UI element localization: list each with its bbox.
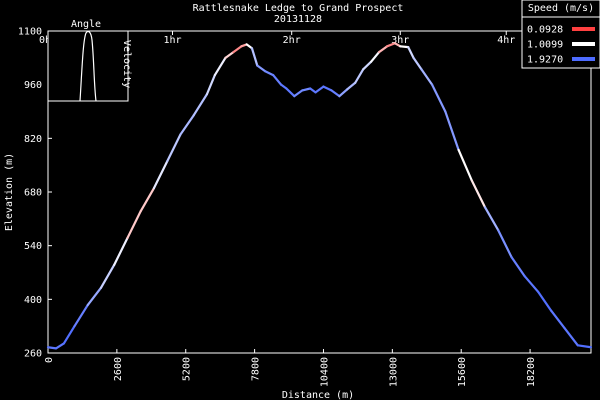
profile-segment (457, 148, 473, 182)
profile-segment (576, 344, 593, 349)
profile-segment (430, 83, 447, 113)
legend-title: Speed (m/s) (528, 3, 594, 14)
profile-segment (483, 206, 500, 232)
profile-segment (354, 68, 365, 84)
profile-segment (338, 88, 349, 98)
x-tick-label: 18200 (526, 357, 537, 387)
profile-segment (224, 50, 235, 59)
profile-segment (314, 85, 325, 94)
time-tick-label: 1hr (163, 35, 181, 46)
profile-segment (510, 256, 526, 278)
legend-frame (521, 0, 600, 69)
profile-segment (264, 70, 275, 77)
y-tick-label: 540 (24, 241, 42, 252)
legend: Speed (m/s) 0.0928 1.0099 1.9270 (521, 0, 600, 69)
profile-segment (322, 85, 333, 92)
time-tick-label: 3hr (391, 35, 409, 46)
profile-segment (54, 342, 65, 350)
time-tick-label: 2hr (283, 35, 301, 46)
y-tick-label: 680 (24, 188, 42, 199)
x-axis-label: Distance (m) (282, 390, 354, 400)
profile-segment (362, 60, 373, 71)
legend-entry-label: 0.0928 (527, 25, 563, 36)
profile-segment (113, 236, 129, 266)
profile-segment (420, 68, 434, 86)
profile-segment (412, 56, 423, 71)
profile-segment (99, 263, 116, 289)
profile-segment (179, 114, 195, 136)
profile-segment (370, 50, 381, 63)
x-tick-label: 0 (44, 357, 55, 363)
x-tick-label: 2600 (113, 357, 124, 381)
y-tick-label: 260 (24, 349, 42, 360)
y-tick-label: 1100 (18, 27, 42, 38)
chart-subtitle: 20131128 (274, 14, 322, 25)
time-tick-label: 4hr (497, 35, 515, 46)
profile-segment (536, 290, 553, 312)
inset-frame (47, 30, 129, 102)
profile-segment (330, 89, 341, 98)
profile-segment (550, 309, 566, 330)
y-tick-label: 400 (24, 295, 42, 306)
x-tick-label: 7800 (251, 357, 262, 381)
profile-segment (166, 133, 182, 163)
profile-segment (563, 326, 579, 347)
x-tick-label: 10400 (319, 357, 330, 387)
inset-curve (79, 30, 97, 102)
profile-segment (497, 229, 513, 259)
profile-segment (126, 210, 142, 240)
profile-segment (192, 93, 209, 117)
profile-segment (399, 45, 410, 49)
inset-ylabel: Velocity (121, 40, 132, 88)
profile-segment (73, 303, 89, 328)
inset-title: Angle (71, 19, 101, 30)
profile-segment (293, 89, 304, 98)
profile-segment (86, 286, 103, 307)
profile-segment (213, 56, 227, 77)
profile-segment (205, 73, 216, 96)
profile-segment (444, 110, 460, 151)
angle-inset: Angle Velocity (47, 19, 132, 102)
profile-segment (346, 81, 357, 91)
x-tick-label: 15600 (457, 357, 468, 387)
chart-title: Rattlesnake Ledge to Grand Prospect (193, 3, 404, 14)
profile-segment (385, 42, 397, 48)
x-tick-label: 5200 (182, 357, 193, 381)
legend-entry-label: 1.9270 (527, 55, 563, 66)
profile-segment (301, 87, 312, 92)
profile-segment (470, 179, 487, 209)
y-tick-label: 960 (24, 80, 42, 91)
profile-segment (250, 47, 259, 67)
profile-segment (377, 45, 389, 54)
profile-segment (139, 187, 156, 213)
x-tick-label: 13000 (388, 357, 399, 387)
profile-segment (232, 45, 243, 54)
profile-segment (285, 87, 296, 98)
profile-segment (523, 275, 540, 293)
profile-segment (256, 64, 267, 73)
legend-entry-label: 1.0099 (527, 40, 563, 51)
profile-segment (272, 73, 283, 86)
profile-segment (152, 160, 169, 190)
y-tick-label: 820 (24, 134, 42, 145)
profile-segment (62, 325, 76, 345)
profile-segment (46, 346, 58, 350)
profile-segment (407, 45, 415, 59)
y-axis-label: Elevation (m) (4, 153, 15, 231)
